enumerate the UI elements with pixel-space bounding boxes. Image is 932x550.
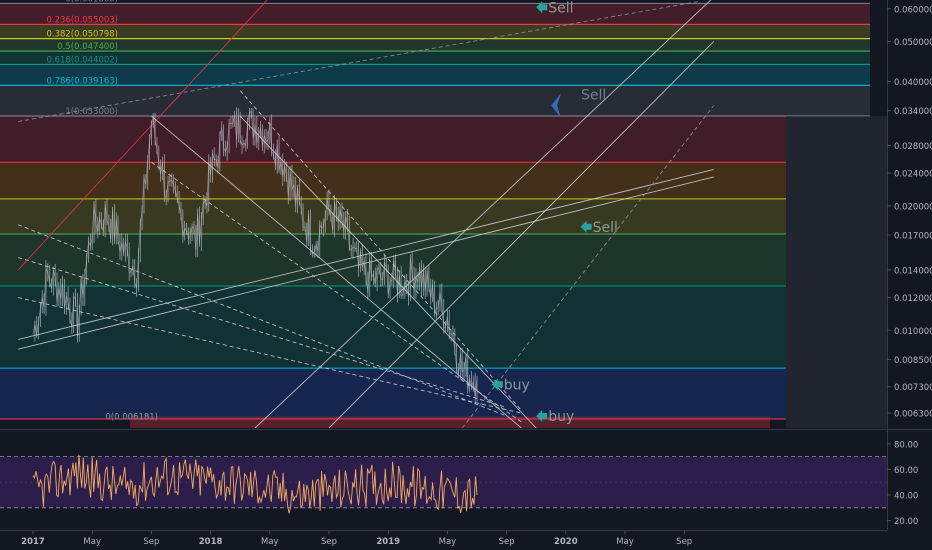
time-axis-label: May (439, 537, 457, 547)
fib-upper-level-label: 0.786(0.039163) (46, 76, 118, 86)
resistance-line[interactable] (151, 115, 522, 428)
price-axis-label: 0.007300 (894, 383, 932, 393)
buy-label: buy (504, 377, 530, 393)
price-axis-label: 0.010000 (894, 327, 932, 337)
price-axis-label: 0.028000 (894, 142, 932, 152)
time-axis-label: May (83, 537, 101, 547)
fib-lower-zone (0, 368, 786, 419)
fib-upper-zone (0, 51, 870, 65)
fib-upper-level-label: 1(0.033000) (65, 107, 118, 117)
fib-lower-zone (0, 198, 786, 234)
price-axis-label: 0.012000 (894, 294, 932, 304)
upper-dotted-line[interactable] (18, 0, 700, 122)
fib-lower-zone (0, 116, 786, 163)
rsi-axis-label: 60.00 (894, 466, 918, 476)
fib-lower-zone (0, 285, 786, 369)
rsi-axis-label: 80.00 (894, 440, 918, 450)
time-axis-label: Sep (676, 537, 692, 547)
time-axis-label: Sep (499, 537, 515, 547)
fan-line[interactable] (18, 224, 507, 417)
fib-upper-zone (0, 64, 870, 86)
fib-upper-level-label: 0.236(0.055003) (46, 15, 118, 25)
price-axis-label: 0.020000 (894, 202, 932, 212)
fib-bottom-band (130, 416, 770, 428)
price-axis-label: 0.060000 (894, 5, 932, 15)
fan-line[interactable] (151, 161, 522, 423)
fan-line[interactable] (18, 297, 522, 414)
fib-upper-zone (0, 38, 870, 52)
buy-marker-icon[interactable] (491, 378, 503, 391)
sell-label: Sell (581, 87, 606, 103)
fib-upper-level-label: 0.618(0.044002) (46, 55, 118, 65)
time-axis-label: 2019 (376, 537, 400, 547)
price-axis-label: 0.017000 (894, 232, 932, 242)
fib-upper-zone (0, 3, 870, 25)
time-axis-label: 2018 (199, 537, 223, 547)
rsi-axis-label: 40.00 (894, 492, 918, 502)
ascending-channel-line[interactable] (461, 105, 715, 428)
time-axis-label: May (616, 537, 634, 547)
fib-upper-level-label: 0(0.061800) (65, 0, 118, 4)
price-axis-label: 0.008500 (894, 356, 932, 366)
rsi-line[interactable] (32, 454, 478, 514)
fib-upper-zone (0, 24, 870, 39)
price-axis-label: 0.040000 (894, 78, 932, 88)
rsi-pane[interactable] (0, 454, 887, 514)
price-axis-label: 0.024000 (894, 170, 932, 180)
fib-upper-level-label: 0.5(0.047400) (57, 42, 118, 52)
buy-marker-icon[interactable] (536, 410, 548, 423)
time-axis-label: 2017 (21, 537, 45, 547)
price-axis[interactable]: 0.060000 0.050000 0.040000 0.034000 0.028000… (887, 5, 932, 420)
time-axis[interactable]: 2017 May Sep 2018 May Sep 2019 May Sep 2020 May Sep (21, 530, 692, 547)
time-axis-label: Sep (321, 537, 337, 547)
price-axis-label: 0.014000 (894, 266, 932, 276)
projection-block (786, 116, 887, 428)
sell-arrow-icon[interactable] (551, 93, 561, 118)
time-axis-label: May (261, 537, 279, 547)
sell-marker-icon[interactable] (580, 220, 592, 233)
time-axis-label: Sep (143, 537, 159, 547)
price-line[interactable] (32, 110, 478, 397)
ascending-channel-line[interactable] (328, 41, 715, 428)
fan-line[interactable] (239, 90, 522, 411)
fib-upper-zone (0, 85, 870, 117)
rsi-axis[interactable]: 80.00 60.00 40.00 20.00 (887, 440, 918, 527)
fib-upper-level-label: 0.382(0.050798) (46, 30, 118, 40)
price-pane[interactable]: 0(0.061800) 0.236(0.055003) 0.382(0.050798… (0, 0, 887, 429)
time-axis-label: 2020 (554, 537, 578, 547)
ascending-channel-line[interactable] (254, 0, 714, 428)
price-axis-label: 0.006300 (894, 410, 932, 420)
price-axis-label: 0.034000 (894, 107, 932, 117)
price-axis-label: 0.050000 (894, 38, 932, 48)
sell-label: Sell (593, 220, 618, 236)
rsi-axis-label: 20.00 (894, 517, 918, 527)
fib-lower-zone (0, 162, 786, 199)
sell-label: Sell (548, 0, 573, 16)
sell-marker-icon[interactable] (536, 1, 548, 14)
buy-label: buy (548, 409, 574, 425)
fib-lower-bottom-label: 0(0.006181) (105, 413, 158, 423)
fan-line[interactable] (18, 257, 507, 408)
